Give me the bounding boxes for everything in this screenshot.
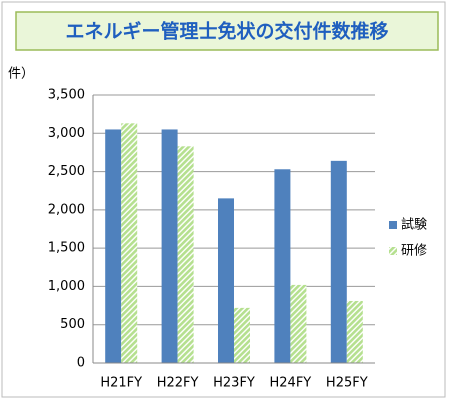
bar (290, 284, 307, 363)
legend-label: 試験 (401, 217, 427, 233)
bar (234, 307, 250, 363)
legend-swatch (389, 247, 397, 255)
y-tick-label: 2,000 (48, 202, 85, 217)
y-tick-label: 3,500 (48, 88, 85, 103)
y-tick-label: 2,500 (48, 164, 85, 179)
x-tick-label: H21FY (100, 376, 142, 391)
legend-label: 研修 (401, 244, 427, 259)
chart-title: エネルギー管理士免状の交付件数推移 (65, 20, 388, 43)
y-axis-label: 件） (8, 67, 34, 82)
bar (218, 198, 234, 363)
bar (177, 146, 194, 363)
bar (161, 129, 178, 363)
y-tick-label: 1,000 (48, 279, 85, 294)
legend-swatch (389, 221, 397, 229)
bar (274, 169, 291, 363)
y-tick-label: 500 (60, 317, 85, 332)
x-tick-label: H24FY (270, 376, 312, 391)
title-box (15, 11, 439, 51)
y-tick-label: 1,500 (48, 241, 85, 256)
x-tick-label: H23FY (213, 376, 255, 391)
bar (330, 160, 347, 363)
x-tick-label: H22FY (157, 376, 199, 391)
bar (346, 300, 363, 363)
y-tick-label: 0 (77, 356, 85, 371)
bar (121, 123, 138, 364)
y-tick-label: 3,000 (48, 126, 85, 141)
bar (105, 129, 122, 363)
x-tick-label: H25FY (326, 376, 368, 391)
